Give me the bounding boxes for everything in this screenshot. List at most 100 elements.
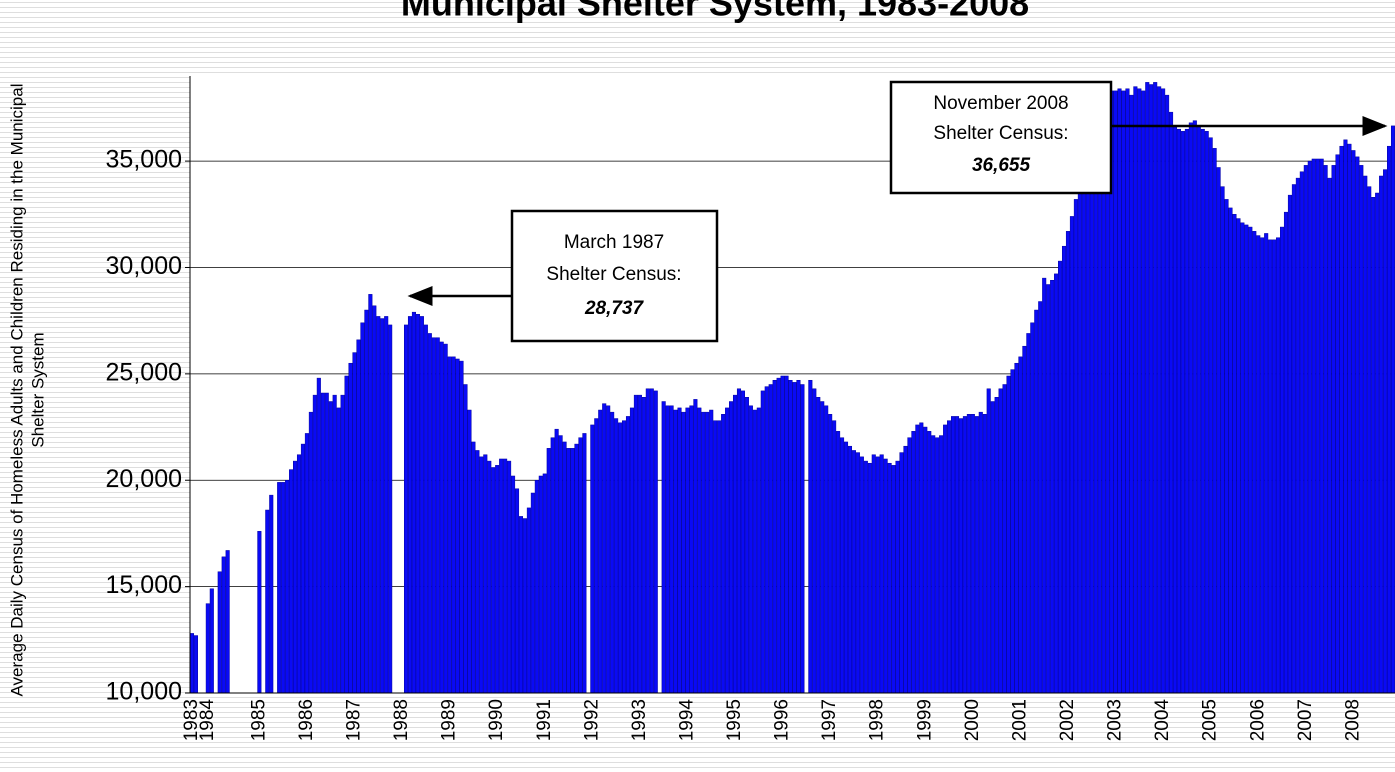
bar — [372, 305, 377, 694]
bar — [1073, 199, 1078, 694]
bar — [887, 462, 892, 694]
bar — [871, 454, 876, 694]
annotation-value: 28,737 — [584, 298, 645, 319]
bar — [356, 339, 361, 694]
bar — [578, 437, 583, 694]
bar — [951, 416, 956, 694]
bar — [732, 394, 738, 694]
bar — [788, 379, 793, 694]
bar — [764, 386, 769, 694]
bar — [962, 416, 967, 694]
bar — [491, 467, 496, 694]
x-tick-label: 2006 — [1247, 699, 1268, 741]
bar — [522, 518, 527, 694]
bar — [340, 394, 345, 694]
bar — [483, 454, 488, 694]
bar — [768, 384, 773, 694]
bar — [388, 324, 393, 694]
bar — [479, 456, 484, 694]
bar — [574, 443, 579, 694]
x-tick-label: 1983 — [181, 699, 202, 741]
bar — [1347, 143, 1352, 694]
bar — [673, 409, 678, 694]
bar — [467, 409, 472, 694]
bar — [919, 422, 924, 694]
bar — [681, 411, 686, 694]
bar — [598, 409, 603, 694]
x-tick-label: 1996 — [772, 699, 793, 741]
bar — [717, 420, 722, 694]
bar — [431, 337, 436, 694]
bar — [487, 460, 492, 694]
chart-title: Municipal Shelter System, 1983-2008 — [401, 0, 1029, 24]
bar — [808, 379, 813, 694]
bar — [507, 460, 512, 694]
x-tick-label: 1987 — [344, 699, 365, 741]
bar — [776, 377, 781, 694]
bar — [530, 492, 535, 694]
bar — [998, 388, 1003, 694]
bar — [1204, 131, 1209, 694]
annotation-text: Shelter Census: — [546, 264, 681, 285]
bar — [1327, 177, 1332, 694]
bar — [1172, 126, 1178, 694]
bar — [1093, 109, 1098, 694]
bar — [1006, 375, 1011, 694]
bar — [1371, 197, 1376, 694]
bar — [863, 460, 868, 694]
bar — [514, 488, 520, 694]
bar — [1256, 235, 1261, 694]
bar — [364, 309, 369, 694]
x-tick-label: 2005 — [1200, 699, 1221, 741]
bar — [1295, 177, 1300, 694]
bar — [1272, 239, 1277, 694]
bar — [1319, 158, 1324, 694]
bar — [851, 450, 856, 694]
bar — [205, 603, 210, 694]
bar — [713, 420, 718, 694]
bar — [966, 414, 971, 694]
bar — [935, 437, 940, 694]
bar — [1208, 137, 1213, 694]
bar — [277, 482, 282, 694]
bar — [475, 450, 480, 694]
bar — [911, 431, 916, 694]
bar — [867, 462, 872, 694]
x-tick-label: 2007 — [1295, 699, 1316, 741]
bar — [736, 388, 742, 694]
bar — [308, 411, 313, 694]
bar — [1034, 309, 1039, 694]
bar — [324, 392, 329, 694]
bar — [471, 441, 476, 694]
bar — [1169, 111, 1174, 694]
bar — [1331, 165, 1336, 694]
bar — [1069, 216, 1074, 694]
annotation-text: March 1987 — [564, 232, 664, 253]
bar — [1311, 158, 1316, 694]
y-tick-label: 35,000 — [106, 146, 182, 174]
bar — [550, 437, 555, 694]
bar — [419, 316, 424, 694]
bar — [1149, 84, 1154, 694]
bar — [1379, 175, 1384, 694]
x-tick-label: 1990 — [486, 699, 507, 741]
bar — [705, 411, 710, 694]
x-tick-label: 1998 — [867, 699, 888, 741]
bar — [1137, 88, 1142, 694]
bar — [1002, 384, 1007, 694]
bar — [709, 409, 714, 694]
bar — [800, 384, 805, 694]
bar — [1141, 90, 1146, 694]
bar — [570, 448, 575, 694]
bar — [221, 556, 226, 694]
bar — [843, 441, 849, 694]
bar — [1390, 125, 1395, 694]
annotation-text: November 2008 — [933, 93, 1068, 114]
annotation-value: 36,655 — [972, 155, 1031, 176]
bar — [990, 401, 995, 694]
bar — [1014, 362, 1019, 694]
bar — [625, 416, 631, 694]
bar — [1200, 128, 1205, 694]
bar — [740, 390, 745, 694]
bar — [1054, 273, 1059, 694]
